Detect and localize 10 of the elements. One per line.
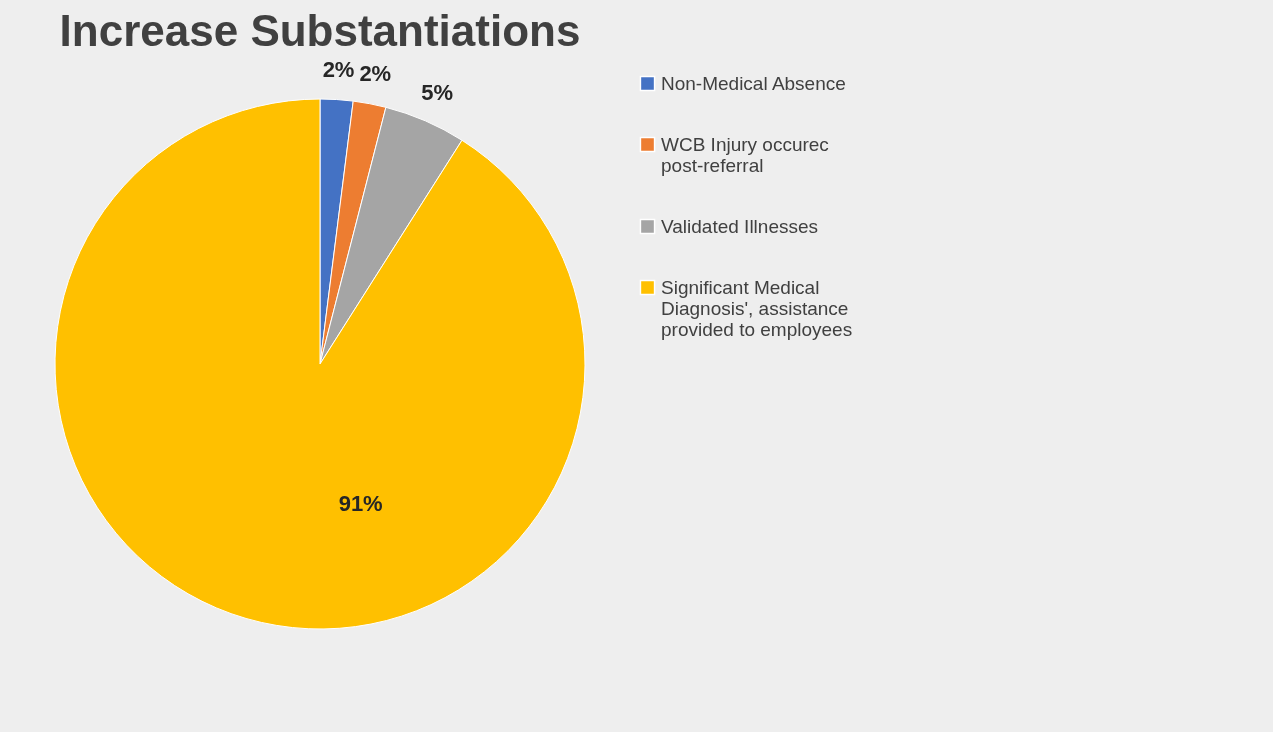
legend-label: WCB Injury occurec post-referral	[661, 133, 829, 176]
data-label: 2%	[359, 61, 392, 87]
pie-slice	[54, 98, 586, 630]
data-label: 5%	[421, 80, 454, 106]
legend-label: Significant Medical Diagnosis', assistance provided to employees	[661, 276, 853, 340]
legend-label: Non-Medical Absence	[661, 72, 846, 94]
legend-label: Validated Illnesses	[661, 215, 819, 237]
chart-title: Increase Substantiations	[59, 5, 581, 55]
data-label: 91%	[338, 490, 383, 516]
data-label: 2%	[322, 56, 355, 82]
